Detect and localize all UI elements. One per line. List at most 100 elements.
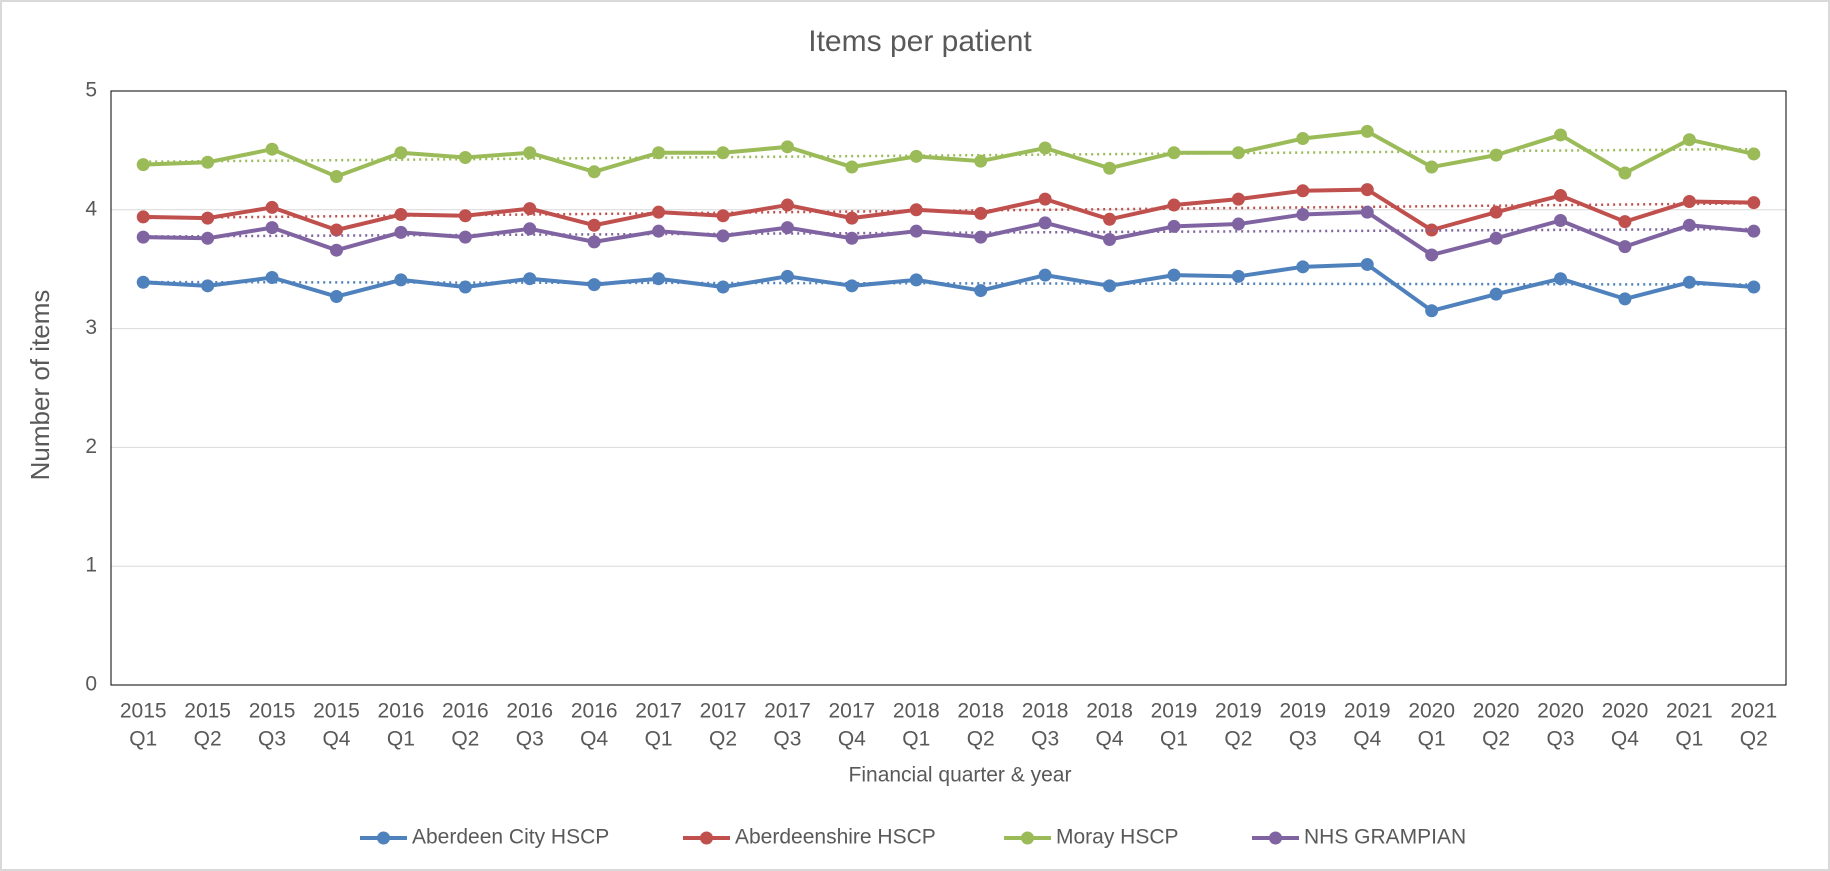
x-tick-label: Q3: [516, 728, 544, 751]
point: [1103, 161, 1117, 175]
point: [974, 230, 988, 244]
y-tick-label: 5: [85, 79, 97, 102]
point: [265, 142, 279, 156]
x-tick-label: 2019: [1215, 700, 1262, 723]
x-tick-label: Q2: [709, 728, 737, 751]
point: [1167, 219, 1181, 233]
point: [394, 208, 408, 222]
x-tick-label: 2020: [1537, 700, 1584, 723]
point: [1682, 218, 1696, 232]
legend-marker: [1021, 831, 1034, 845]
point: [1167, 146, 1181, 160]
point: [136, 275, 150, 289]
point: [1425, 160, 1439, 174]
point: [1231, 269, 1245, 283]
x-tick-label: 2018: [893, 700, 940, 723]
point: [1747, 224, 1761, 238]
point: [394, 273, 408, 287]
x-tick-label: Q1: [902, 728, 930, 751]
point: [780, 269, 794, 283]
point: [1747, 280, 1761, 294]
x-tick-label: 2016: [378, 700, 425, 723]
point: [1489, 205, 1503, 219]
point: [845, 211, 859, 225]
x-tick-label: 2021: [1730, 700, 1777, 723]
x-tick-label: Q1: [387, 728, 415, 751]
series-line: [143, 262, 1754, 313]
point: [136, 158, 150, 172]
x-tick-label: 2017: [700, 700, 747, 723]
x-tick-label: 2020: [1602, 700, 1649, 723]
point: [1425, 248, 1439, 262]
x-tick-label: 2018: [957, 700, 1004, 723]
point: [394, 146, 408, 160]
x-tick-label: Q4: [580, 728, 608, 751]
y-tick-label: 3: [85, 316, 97, 339]
x-tick-label: 2020: [1473, 700, 1520, 723]
point: [974, 154, 988, 168]
x-tick-label: 2016: [571, 700, 618, 723]
x-tick-label: 2018: [1022, 700, 1069, 723]
point: [265, 221, 279, 235]
x-tick-label: 2015: [249, 700, 296, 723]
point: [845, 279, 859, 293]
y-tick-label: 1: [85, 554, 97, 577]
point: [1554, 189, 1568, 203]
x-tick-label: 2015: [120, 700, 167, 723]
point: [458, 230, 472, 244]
point: [909, 203, 923, 217]
point: [523, 272, 537, 286]
point: [1747, 196, 1761, 210]
x-tick-label: Q1: [1418, 728, 1446, 751]
point: [329, 170, 343, 184]
x-tick-label: Q2: [1482, 728, 1510, 751]
point: [1489, 231, 1503, 245]
x-tick-label: 2019: [1151, 700, 1198, 723]
trendline: [143, 147, 1754, 163]
point: [1747, 147, 1761, 161]
point: [652, 146, 666, 160]
point: [1038, 268, 1052, 282]
x-tick-label: 2017: [764, 700, 811, 723]
y-tick-label: 2: [85, 435, 97, 458]
legend-marker: [1269, 831, 1282, 845]
point: [329, 223, 343, 237]
point: [1489, 287, 1503, 301]
x-tick-label: 2018: [1086, 700, 1133, 723]
point: [587, 235, 601, 249]
point: [1231, 217, 1245, 231]
x-tick-label: 2019: [1279, 700, 1326, 723]
x-tick-label: Q1: [1160, 728, 1188, 751]
point: [1167, 268, 1181, 282]
point: [909, 273, 923, 287]
point: [587, 218, 601, 232]
point: [716, 229, 730, 243]
point: [329, 243, 343, 257]
x-tick-label: 2017: [635, 700, 682, 723]
point: [1618, 292, 1632, 306]
point: [265, 271, 279, 285]
point: [201, 155, 215, 169]
point: [136, 230, 150, 244]
series-line: [143, 129, 1755, 179]
point: [1103, 212, 1117, 226]
x-tick-label: Q2: [194, 728, 222, 751]
point: [1554, 272, 1568, 286]
point: [1103, 233, 1117, 246]
x-tick-label: 2017: [829, 700, 876, 723]
point: [265, 200, 279, 214]
point: [1038, 192, 1052, 206]
x-tick-label: Q1: [645, 728, 673, 751]
legend-label: NHS GRAMPIAN: [1304, 826, 1466, 849]
point: [523, 202, 537, 216]
point: [1682, 275, 1696, 289]
point: [1682, 194, 1696, 208]
point: [1038, 141, 1052, 155]
x-tick-label: Q3: [1031, 728, 1059, 751]
x-tick-label: Q4: [1096, 728, 1124, 751]
point: [1618, 166, 1632, 180]
point: [458, 280, 472, 294]
legend-marker: [377, 831, 390, 845]
point: [909, 149, 923, 163]
point: [1296, 208, 1310, 222]
